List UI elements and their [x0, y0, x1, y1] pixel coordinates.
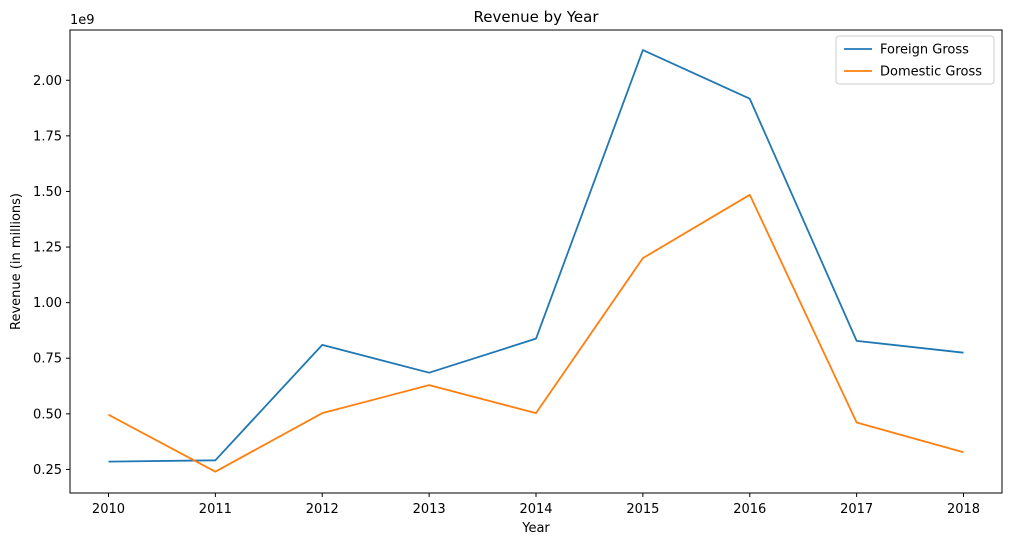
y-tick-label: 1.25 [33, 241, 62, 256]
x-tick-label: 2012 [306, 502, 339, 517]
y-tick-label: 1.00 [33, 296, 62, 311]
x-tick-label: 2016 [733, 502, 766, 517]
legend: Foreign Gross Domestic Gross [835, 35, 995, 85]
x-tick-label: 2018 [947, 502, 980, 517]
y-tick-label: 2.00 [33, 74, 62, 89]
y-tick-label: 1.50 [33, 185, 62, 200]
x-tick-label: 2014 [519, 502, 552, 517]
legend-label: Domestic Gross [880, 65, 982, 80]
y-axis-title: Revenue (in millions) [9, 193, 24, 330]
x-axis-title: Year [521, 521, 550, 536]
legend-box [835, 35, 995, 85]
x-tick-label: 2010 [92, 502, 125, 517]
y-tick-label: 0.75 [33, 352, 62, 367]
y-tick-label: 0.25 [33, 463, 62, 478]
x-tick-label: 2015 [626, 502, 659, 517]
x-axis-ticks: 2010 2011 2012 2013 2014 2015 2016 2017 2018 [92, 493, 980, 517]
legend-label: Foreign Gross [880, 43, 969, 58]
x-tick-label: 2011 [199, 502, 232, 517]
series-line-domestic-gross [108, 193, 964, 473]
x-tick-label: 2013 [413, 502, 446, 517]
series-lines [108, 49, 964, 473]
series-line-foreign-gross [108, 49, 964, 463]
chart-title: Revenue by Year [473, 8, 599, 26]
y-axis-offset-label: 1e9 [70, 13, 95, 28]
y-tick-label: 0.50 [33, 407, 62, 422]
y-tick-label: 1.75 [33, 129, 62, 144]
x-tick-label: 2017 [840, 502, 873, 517]
y-axis-ticks: 0.25 0.50 0.75 1.00 1.25 1.50 1.75 2.00 [33, 74, 70, 478]
